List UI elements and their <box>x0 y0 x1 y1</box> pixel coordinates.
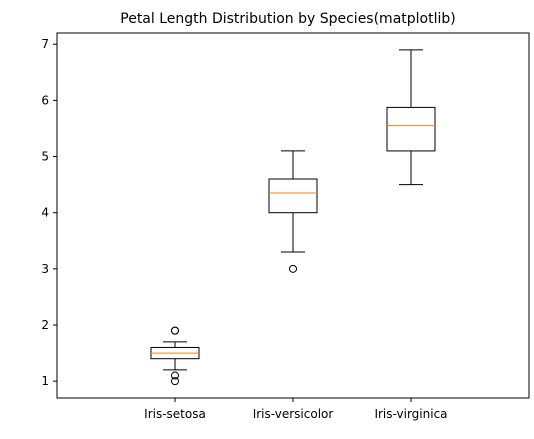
x-tick-label: Iris-virginica <box>374 407 447 421</box>
y-tick-label: 5 <box>41 150 49 164</box>
x-tick-label: Iris-setosa <box>144 407 206 421</box>
y-tick-label: 6 <box>41 93 49 107</box>
plot-area: 1 2 3 4 5 6 7 Iris-setosa Iris-versicolor Iris-vi… <box>41 32 530 421</box>
outlier-point <box>171 377 179 386</box>
y-tick-label: 3 <box>41 262 49 276</box>
y-tick-label: 4 <box>41 206 49 220</box>
outlier-point <box>171 371 179 380</box>
x-tick-label: Iris-versicolor <box>253 407 334 421</box>
outlier-point <box>171 326 179 335</box>
y-tick-label: 1 <box>41 374 49 388</box>
y-tick-label: 2 <box>41 318 49 332</box>
box-iqr <box>386 106 436 152</box>
chart-title: Petal Length Distribution by Species(mat… <box>120 11 455 27</box>
y-tick-label: 7 <box>41 37 49 51</box>
box-iqr <box>268 178 318 214</box>
outlier-point <box>289 264 297 273</box>
